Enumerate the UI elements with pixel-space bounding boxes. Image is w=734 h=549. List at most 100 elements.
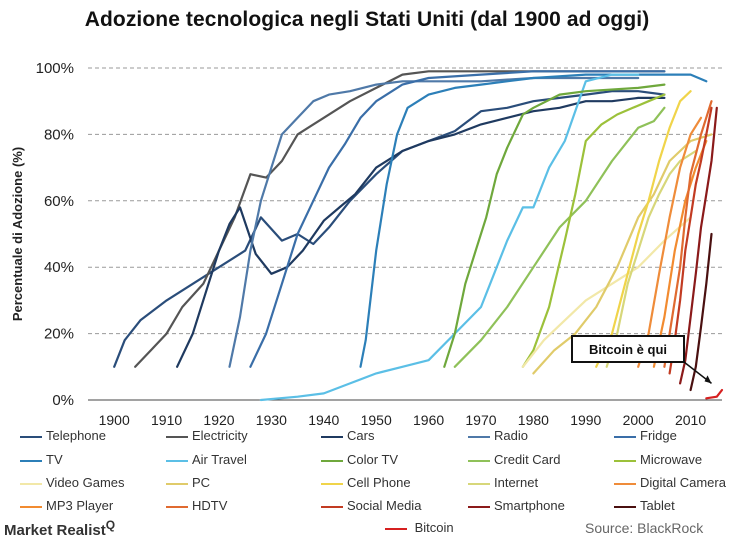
- legend-swatch: [614, 459, 636, 462]
- x-tick-label: 1920: [203, 412, 234, 428]
- series-line-pc: [532, 133, 713, 375]
- legend-item-digital-camera: Digital Camera: [614, 475, 726, 490]
- legend-swatch: [166, 435, 188, 438]
- series-line-mp3-player: [652, 139, 708, 368]
- x-tick-label: 1910: [151, 412, 182, 428]
- brand-logo: Market RealistQ: [4, 518, 115, 539]
- legend-label: MP3 Player: [46, 498, 114, 513]
- chart-title: Adozione tecnologica negli Stati Uniti (…: [84, 8, 650, 31]
- legend-item-radio: Radio: [468, 428, 528, 443]
- series-line-color-tv: [443, 83, 666, 368]
- legend-item-internet: Internet: [468, 475, 538, 490]
- legend-item-hdtv: HDTV: [166, 498, 227, 513]
- legend-item-cars: Cars: [321, 428, 374, 443]
- legend-swatch: [166, 482, 188, 485]
- series-line-tv: [359, 73, 708, 368]
- legend-swatch: [321, 505, 343, 508]
- y-tick-label: 20%: [44, 326, 74, 343]
- series-line-credit-card: [453, 106, 666, 368]
- legend-item-electricity: Electricity: [166, 428, 248, 443]
- x-tick-label: 1930: [256, 412, 287, 428]
- brand-name: Market Realist: [4, 522, 106, 539]
- series-line-bitcoin: [705, 388, 724, 400]
- legend-label: Video Games: [46, 475, 125, 490]
- brand-mark: Q: [105, 518, 116, 532]
- legend-label: Cars: [347, 428, 375, 443]
- legend-item-tv: TV: [20, 452, 63, 467]
- x-tick-label: 1900: [99, 412, 130, 428]
- legend-swatch: [468, 459, 490, 462]
- legend-label: Cell Phone: [347, 475, 411, 490]
- series-line-video-games: [521, 216, 692, 368]
- legend-item-color-tv: Color TV: [321, 452, 398, 467]
- series-line-social-media: [668, 106, 713, 375]
- x-tick-label: 1980: [518, 412, 549, 428]
- series-line-digital-camera: [637, 116, 703, 368]
- legend-swatch: [468, 505, 490, 508]
- legend-item-mp3-player: MP3 Player: [20, 498, 113, 513]
- y-axis-label: Percentuale di Adozione (%): [10, 147, 25, 321]
- legend-swatch: [321, 482, 343, 485]
- legend-item-bitcoin: Bitcoin: [385, 520, 454, 535]
- legend-label: Microwave: [640, 452, 703, 467]
- legend-item-tablet: Tablet: [614, 498, 675, 513]
- x-tick-label: 1990: [570, 412, 601, 428]
- legend-swatch: [385, 527, 407, 530]
- series-line-cell-phone: [595, 90, 692, 368]
- legend-swatch: [20, 459, 42, 462]
- legend-item-microwave: Microwave: [614, 452, 702, 467]
- series-line-cars: [176, 96, 666, 368]
- legend-swatch: [20, 435, 42, 438]
- legend-swatch: [321, 459, 343, 462]
- y-tick-label: 60%: [44, 193, 74, 210]
- legend-item-smartphone: Smartphone: [468, 498, 565, 513]
- y-tick-label: 0%: [52, 392, 74, 409]
- legend-label: PC: [192, 475, 211, 490]
- annotation-box: [571, 335, 685, 363]
- legend-label: Credit Card: [494, 452, 561, 467]
- legend-item-credit-card: Credit Card: [468, 452, 560, 467]
- legend-swatch: [614, 435, 636, 438]
- series-line-air-travel: [259, 73, 640, 402]
- legend-label: Internet: [494, 475, 539, 490]
- legend-label: Digital Camera: [640, 475, 726, 490]
- x-tick-label: 1970: [465, 412, 496, 428]
- series-line-fridge: [249, 70, 666, 368]
- series-line-internet: [605, 149, 697, 368]
- legend-swatch: [20, 505, 42, 508]
- legend-label: Telephone: [46, 428, 106, 443]
- legend-swatch: [614, 482, 636, 485]
- annotation-text: Bitcoin è qui: [589, 342, 667, 357]
- legend-label: TV: [46, 452, 63, 467]
- legend-label: Radio: [494, 428, 528, 443]
- x-tick-label: 1940: [308, 412, 339, 428]
- legend-item-cell-phone: Cell Phone: [321, 475, 411, 490]
- legend-swatch: [20, 482, 42, 485]
- x-tick-label: 2010: [675, 412, 706, 428]
- series-line-hdtv: [663, 100, 713, 368]
- legend-label: Smartphone: [494, 498, 565, 513]
- legend-item-telephone: Telephone: [20, 428, 106, 443]
- x-tick-label: 1950: [361, 412, 392, 428]
- legend-label: Fridge: [640, 428, 677, 443]
- series-line-telephone: [113, 90, 666, 368]
- legend-swatch: [321, 435, 343, 438]
- series-line-electricity: [134, 70, 666, 368]
- legend-label: Color TV: [347, 452, 399, 467]
- legend-label: Electricity: [192, 428, 248, 443]
- series-line-tablet: [689, 232, 713, 392]
- series-line-smartphone: [679, 106, 718, 385]
- legend-item-pc: PC: [166, 475, 210, 490]
- legend-label: Tablet: [640, 498, 675, 513]
- legend-swatch: [468, 482, 490, 485]
- y-tick-label: 40%: [44, 259, 74, 276]
- legend-swatch: [166, 459, 188, 462]
- annotation-arrowhead: [704, 375, 712, 384]
- legend-swatch: [166, 505, 188, 508]
- x-tick-label: 1960: [413, 412, 444, 428]
- legend-item-fridge: Fridge: [614, 428, 677, 443]
- legend-label: Social Media: [347, 498, 422, 513]
- series-line-radio: [228, 76, 640, 368]
- legend-item-video-games: Video Games: [20, 475, 125, 490]
